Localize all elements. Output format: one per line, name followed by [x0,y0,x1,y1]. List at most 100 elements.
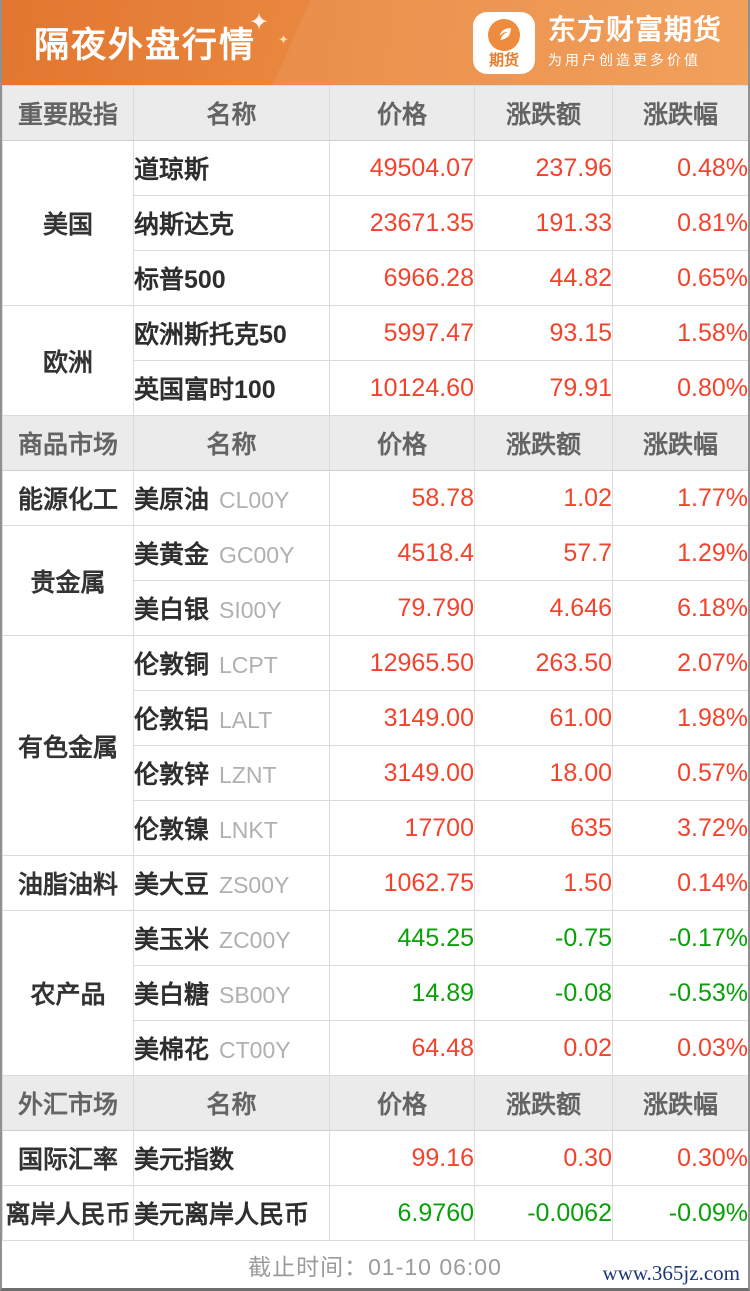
pct-cell: 0.14% [612,855,748,911]
table-row: 国际汇率 美元指数 99.16 0.30 0.30% [2,1130,748,1186]
category-cell: 离岸人民币 [2,1185,134,1241]
pct-cell: 2.07% [612,635,748,691]
column-header: 重要股指 [2,85,134,141]
pct-cell: 0.81% [612,195,748,251]
table-row: 欧洲 欧洲斯托克50 5997.47 93.15 1.58% [2,305,748,416]
category-cell: 农产品 [2,910,134,1076]
category-cell: 有色金属 [2,635,134,856]
market-table-body: 重要股指 名称 价格 涨跌额 涨跌幅 美国 道琼斯 49504.07 237.96 0.48% 纳斯… [2,85,748,1241]
category-cell: 国际汇率 [2,1130,134,1186]
column-header: 外汇市场 [2,1075,134,1131]
table-row: 伦敦铝 LALT 3149.00 61.00 1.98% [3,690,748,746]
pct-cell: 1.77% [612,470,748,526]
instrument-name: 美黄金 [134,541,210,569]
change-cell: -0.0062 [474,1185,613,1241]
instrument-name-cell: 美黄金 GC00Y [133,525,330,581]
instrument-name: 美棉花 [134,1036,210,1064]
instrument-name-cell: 美大豆 ZS00Y [133,855,330,911]
pct-cell: 0.57% [612,745,748,801]
table-row: 美棉花 CT00Y 64.48 0.02 0.03% [3,1020,748,1076]
market-table: 重要股指 名称 价格 涨跌额 涨跌幅 美国 道琼斯 49504.07 237.96 0.48% 纳斯… [2,85,748,1241]
change-cell: 0.30 [474,1130,613,1186]
instrument-name: 伦敦铜 [134,651,210,679]
instrument-name-cell: 美玉米 ZC00Y [133,910,330,966]
instrument-code: CL00Y [219,487,290,513]
pct-cell: 0.30% [612,1130,748,1186]
sparkle-icon: ✦ [249,9,270,36]
instrument-name: 伦敦铝 [134,706,210,734]
instrument-name: 欧洲斯托克50 [134,321,287,349]
category-cell: 能源化工 [2,470,134,526]
section-header-row: 外汇市场 名称 价格 涨跌额 涨跌幅 [2,1075,748,1131]
pct-cell: 0.48% [612,140,748,196]
website-link[interactable]: www.365jz.com [602,1261,740,1285]
change-cell: 57.7 [474,525,613,581]
instrument-name: 英国富时100 [134,376,276,404]
pct-cell: 1.98% [612,690,748,746]
change-cell: 4.646 [474,580,613,636]
table-row: 标普500 6966.28 44.82 0.65% [3,250,748,306]
instrument-name-cell: 纳斯达克 [133,195,330,251]
price-cell: 445.25 [329,910,475,966]
change-cell: -0.75 [474,910,613,966]
table-row: 油脂油料 美大豆 ZS00Y 1062.75 1.50 0.14% [2,855,748,911]
column-header: 商品市场 [2,415,134,471]
table-row: 有色金属 伦敦铜 LCPT 12965.50 263.50 2.07% [2,635,748,856]
table-row: 美白银 SI00Y 79.790 4.646 6.18% [3,580,748,636]
change-cell: 61.00 [474,690,613,746]
pct-cell: -0.53% [612,965,748,1021]
column-header: 涨跌幅 [612,415,748,471]
table-row: 能源化工 美原油 CL00Y 58.78 1.02 1.77% [2,470,748,526]
column-header: 名称 [133,415,330,471]
deadline-text: 截止时间：01-10 06:00 [248,1248,502,1282]
category-cell: 贵金属 [2,525,134,636]
column-header: 名称 [133,85,330,141]
instrument-name: 美原油 [134,486,210,514]
sparkle-icon: ✦ [278,32,289,47]
instrument-name: 标普500 [134,266,226,294]
instrument-code: LNKT [219,817,278,843]
pct-cell: -0.09% [612,1185,748,1241]
price-cell: 12965.50 [329,635,475,691]
footer: 截止时间：01-10 06:00 www.365jz.com [2,1241,748,1288]
price-cell: 17700 [329,800,475,856]
change-cell: 44.82 [474,250,613,306]
column-header: 价格 [329,85,475,141]
change-cell: 1.50 [474,855,613,911]
instrument-name-cell: 美白银 SI00Y [133,580,330,636]
pct-cell: 0.80% [612,360,748,416]
price-cell: 49504.07 [329,140,475,196]
section-header-row: 商品市场 名称 价格 涨跌额 涨跌幅 [2,415,748,471]
table-row: 农产品 美玉米 ZC00Y 445.25 -0.75 -0.17% [2,910,748,1076]
brand-logo: 期货 东方财富期货 为用户创造更多价值 [472,11,722,74]
pct-cell: 1.58% [612,305,748,361]
category-cell: 油脂油料 [2,855,134,911]
change-cell: 263.50 [474,635,613,691]
instrument-name-cell: 美棉花 CT00Y [133,1020,330,1076]
deadline-label: 截止时间： [248,1253,369,1280]
price-cell: 1062.75 [329,855,475,911]
price-cell: 99.16 [329,1130,475,1186]
instrument-code: ZC00Y [219,927,291,953]
instrument-name: 道琼斯 [134,156,210,184]
column-header: 名称 [133,1075,330,1131]
brand-tagline: 为用户创造更多价值 [547,52,701,69]
instrument-name-cell: 美元指数 [133,1130,330,1186]
instrument-name: 纳斯达克 [134,211,235,239]
instrument-name-cell: 美元离岸人民币 [133,1185,330,1241]
instrument-name: 美元离岸人民币 [134,1201,310,1229]
deadline-value: 01-10 06:00 [368,1253,502,1280]
change-cell: 18.00 [474,745,613,801]
instrument-name-cell: 欧洲斯托克50 [133,305,330,361]
instrument-name: 美元指数 [134,1146,235,1174]
brand-name: 东方财富期货 [547,13,722,45]
pct-cell: -0.17% [612,910,748,966]
instrument-name: 美大豆 [134,871,210,899]
price-cell: 64.48 [329,1020,475,1076]
change-cell: 191.33 [474,195,613,251]
change-cell: 93.15 [474,305,613,361]
instrument-name-cell: 伦敦锌 LZNT [133,745,330,801]
instrument-name-cell: 美白糖 SB00Y [133,965,330,1021]
price-cell: 3149.00 [329,690,475,746]
instrument-code: LCPT [219,652,278,678]
